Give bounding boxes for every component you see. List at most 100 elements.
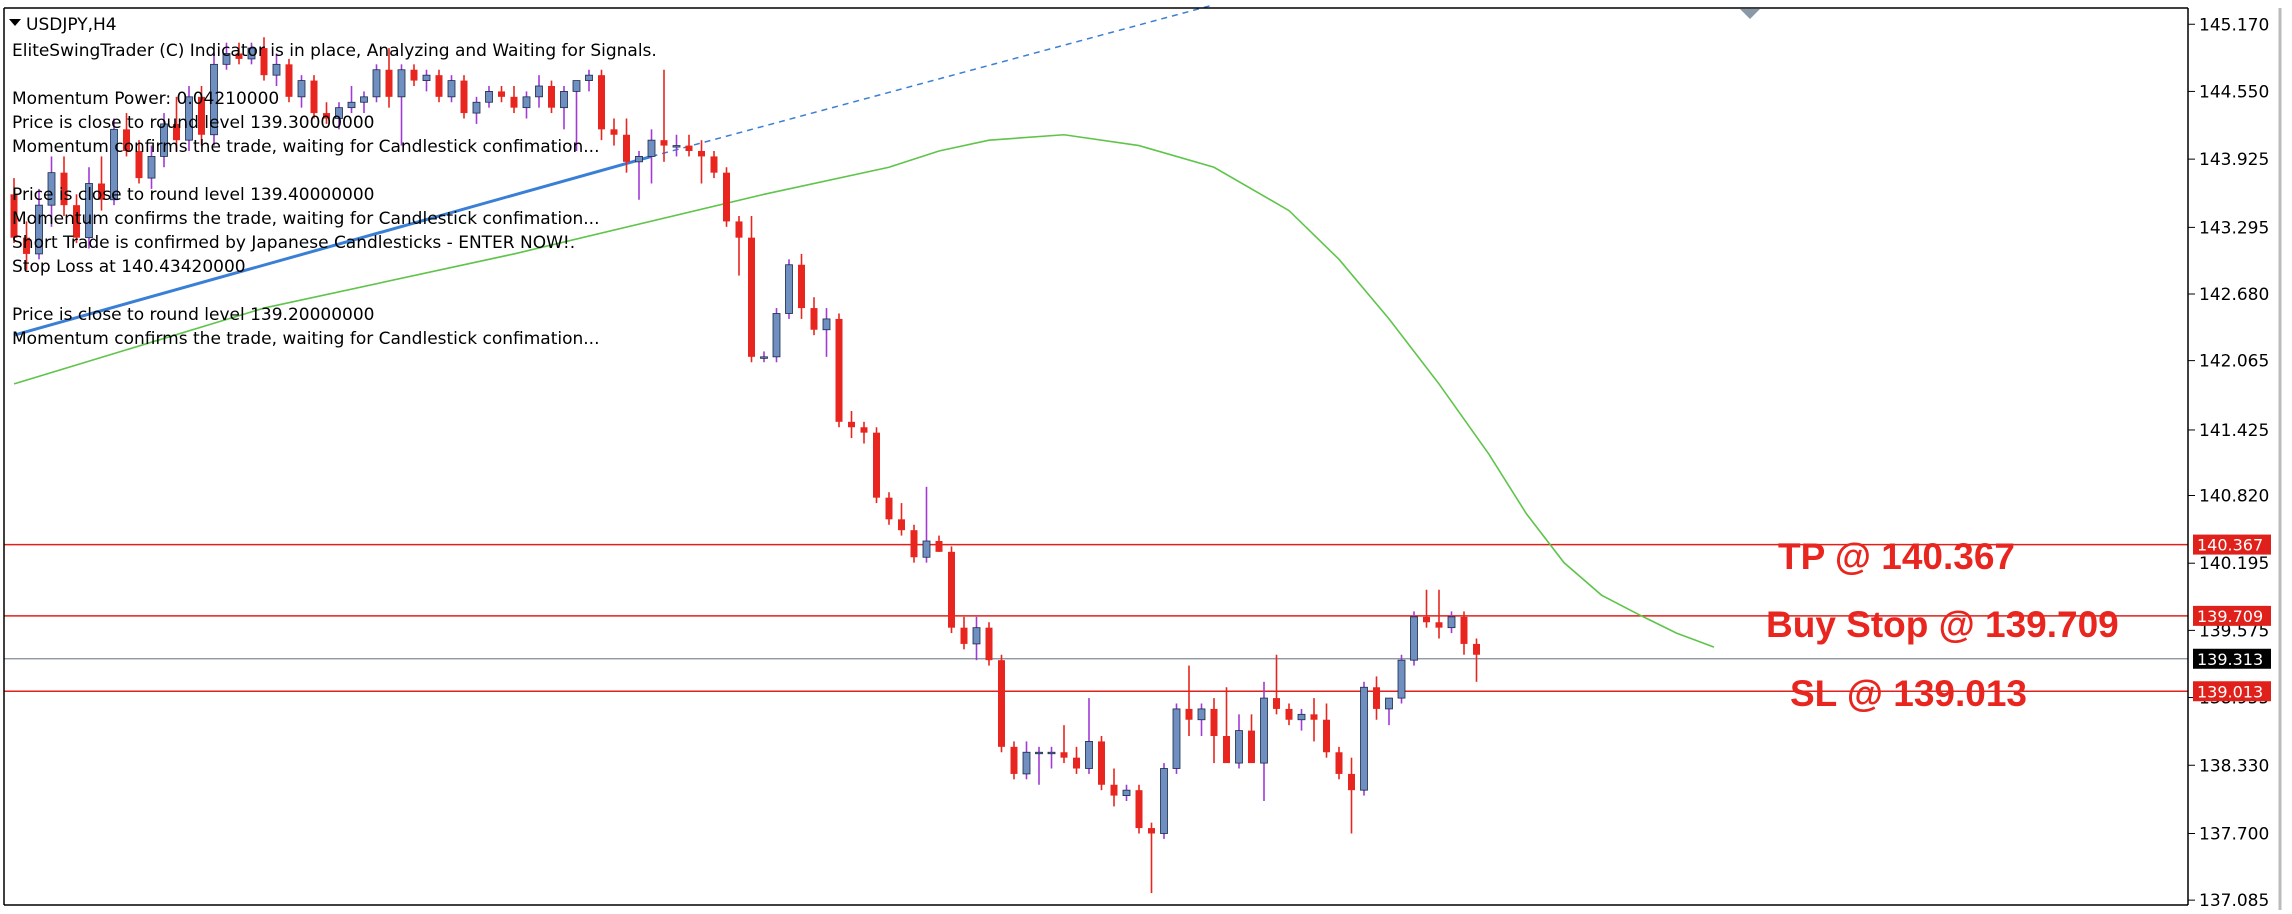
candle <box>1447 611 1456 634</box>
candle-body <box>560 91 568 109</box>
candle <box>410 64 418 86</box>
buy-stop-label: Buy Stop @ 139.709 <box>1766 604 2119 645</box>
candle <box>1248 714 1255 764</box>
candle <box>748 216 755 363</box>
candle <box>610 118 618 146</box>
candle-body <box>672 145 681 148</box>
candle-body <box>522 96 531 109</box>
price-axis[interactable]: 145.170 144.550 143.925 143.295 142.680 142.0… <box>2188 15 2269 911</box>
candle-body <box>10 194 18 238</box>
candle <box>123 113 130 157</box>
candle <box>598 69 605 141</box>
candle-body <box>1473 643 1480 655</box>
candle <box>1260 681 1268 801</box>
candle-body <box>1210 708 1218 736</box>
candle-body <box>185 96 193 141</box>
current-price-tag: 139.313 <box>2193 648 2271 669</box>
candle-body <box>422 74 431 81</box>
candle <box>772 308 781 363</box>
candle <box>685 134 693 157</box>
axis-tick-label: 140.820 <box>2199 487 2269 507</box>
candle <box>147 145 156 189</box>
candle <box>1423 589 1430 628</box>
candle-body <box>1085 741 1093 769</box>
candle-body <box>260 48 268 76</box>
candle <box>73 194 80 244</box>
axis-tick-label: 142.680 <box>2199 285 2269 305</box>
candle <box>1085 698 1093 774</box>
candle-body <box>1397 659 1406 699</box>
candle-body <box>647 139 656 157</box>
candle-body <box>660 140 668 146</box>
candle-body <box>835 318 843 422</box>
candle-body <box>1135 790 1143 829</box>
candle-body <box>472 101 481 114</box>
candle-body <box>73 205 80 238</box>
sl-label: SL @ 139.013 <box>1790 673 2027 714</box>
candle <box>635 151 643 200</box>
candle <box>1273 654 1280 715</box>
candle <box>873 427 880 504</box>
candle-body <box>85 183 93 239</box>
scroll-marker-icon[interactable] <box>1740 9 1760 19</box>
candle-body <box>173 123 180 141</box>
info-line: Price is close to round level 139.300000… <box>12 113 375 133</box>
candle <box>935 535 943 552</box>
candle-body <box>1260 697 1268 764</box>
candle <box>522 91 531 119</box>
candle-body <box>485 91 493 103</box>
price-tag-label: 139.709 <box>2197 607 2263 626</box>
candle <box>297 75 306 108</box>
candle <box>1148 822 1155 894</box>
axis-tick-label: 143.295 <box>2199 218 2269 238</box>
axis-tick-label: 143.925 <box>2199 150 2269 170</box>
candle-body <box>685 145 693 151</box>
candle <box>572 80 581 151</box>
candle <box>422 69 431 92</box>
candle <box>798 253 805 319</box>
candle <box>910 524 918 563</box>
info-line: Price is close to round level 139.400000… <box>12 185 375 205</box>
candle <box>1197 703 1206 736</box>
axis-tick-label: 140.195 <box>2199 554 2269 574</box>
price-tag-label: 139.013 <box>2197 682 2263 701</box>
trend-lines <box>13 4 1215 337</box>
candle <box>310 75 318 119</box>
candle-body <box>347 101 356 109</box>
candle <box>822 308 831 357</box>
candle-body <box>222 53 231 65</box>
candle-body <box>1185 708 1193 720</box>
candle <box>510 86 518 114</box>
candle-body <box>972 627 981 645</box>
candle-body <box>447 80 456 98</box>
axis-tick-label: 144.550 <box>2199 82 2269 102</box>
trend-line-solid <box>13 154 652 337</box>
candle <box>1310 698 1318 742</box>
tp-label: TP @ 140.367 <box>1778 536 2015 577</box>
candle <box>10 178 18 244</box>
info-line: EliteSwingTrader (C) Indicator is in pla… <box>12 41 657 61</box>
candle-body <box>1248 730 1255 764</box>
candle-body <box>610 129 618 135</box>
candle <box>898 503 905 536</box>
candle <box>1022 741 1031 780</box>
candle <box>347 86 356 114</box>
candle <box>160 113 168 168</box>
info-line: Momentum Power: 0.04210000 <box>12 89 279 109</box>
candle-body <box>510 96 518 108</box>
candle-body <box>985 627 993 661</box>
symbol-dropdown-icon[interactable] <box>9 19 21 26</box>
candle <box>335 102 343 130</box>
candle-body <box>1122 789 1131 796</box>
candle <box>360 91 368 114</box>
candle-body <box>1148 828 1155 834</box>
candle-body <box>1110 784 1118 796</box>
candle <box>1122 784 1131 801</box>
axis-tick-label: 138.330 <box>2199 756 2269 776</box>
info-line: Price is close to round level 139.200000… <box>12 305 375 325</box>
candle-body <box>598 75 605 130</box>
candle-body <box>98 183 105 200</box>
candle <box>1098 736 1105 791</box>
candle-body <box>785 264 793 314</box>
